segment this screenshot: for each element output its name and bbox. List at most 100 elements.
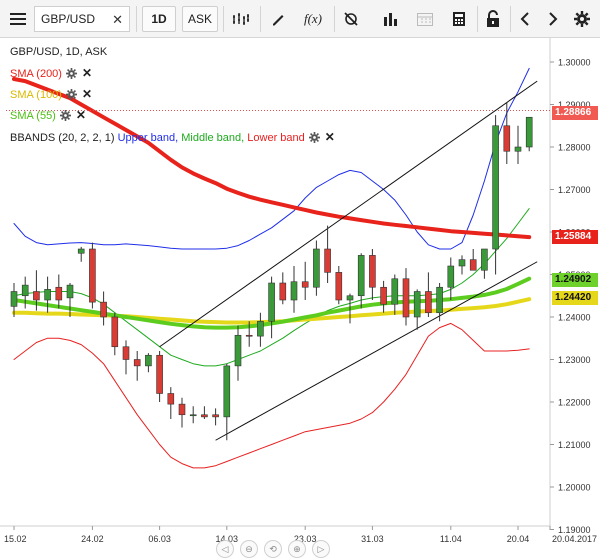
candle-body <box>33 291 40 301</box>
sma100-remove-icon[interactable]: ✕ <box>81 87 93 101</box>
date-tick-label: 24.02 <box>81 534 104 544</box>
lower-trend-line <box>215 261 538 441</box>
candle-body <box>346 295 354 301</box>
legend-instrument: GBP/USD, 1D, ASK <box>10 46 108 58</box>
price-tick-label: 1.23000 <box>558 355 591 365</box>
date-tick-label: 23.03 <box>294 534 317 544</box>
candle-body <box>122 346 130 360</box>
calendar-icon[interactable] <box>412 6 438 32</box>
date-tick-label: 14.03 <box>216 534 239 544</box>
sma200-remove-icon[interactable]: ✕ <box>81 66 93 80</box>
sma100-label: SMA (100) <box>10 89 62 101</box>
sma55-price-tag: 1.24902 <box>552 273 598 287</box>
price-chart[interactable]: 1.300001.290001.280001.270001.260001.250… <box>0 38 600 551</box>
chevron-left-icon[interactable] <box>514 6 536 32</box>
candle-body <box>257 320 264 337</box>
candle-body <box>458 259 466 267</box>
candle-body <box>514 146 522 152</box>
last-price-tag: 1.28866 <box>552 106 598 120</box>
sma55-remove-icon[interactable]: ✕ <box>75 108 86 122</box>
candle-body <box>66 284 74 299</box>
upper-trend-line <box>159 80 538 348</box>
candle-body <box>133 359 141 367</box>
candle-body <box>380 286 387 305</box>
lock-icon[interactable] <box>481 6 505 32</box>
price-tick-label: 1.29000 <box>558 100 591 110</box>
pencil-icon[interactable] <box>265 6 291 32</box>
sma100-price-tag: 1.24420 <box>552 291 598 305</box>
bbands-lower-label: Lower band <box>247 132 305 144</box>
candle-body <box>234 334 242 367</box>
candle-body <box>290 281 298 301</box>
studies-icon[interactable] <box>228 6 254 32</box>
candle-body <box>223 365 231 418</box>
price-tick-label: 1.28000 <box>558 143 591 153</box>
candle-body <box>44 289 51 301</box>
candle-body <box>357 255 365 297</box>
reset-icon[interactable]: ⟲ <box>264 540 282 558</box>
sma55-settings-icon[interactable] <box>59 110 71 121</box>
bb-lower-line <box>13 322 530 469</box>
calculator-icon[interactable] <box>446 6 472 32</box>
toolbar-divider <box>260 6 261 32</box>
bbands-remove-icon[interactable]: ✕ <box>324 130 335 144</box>
bbands-settings-icon[interactable] <box>308 132 320 143</box>
price-tick-label: 1.22000 <box>558 398 591 408</box>
candle-body <box>436 286 443 314</box>
sma200-settings-icon[interactable] <box>65 68 77 79</box>
zoom-out-icon[interactable]: ⊖ <box>240 540 258 558</box>
candle-body <box>503 125 511 152</box>
price-tick-label: 1.30000 <box>558 58 591 68</box>
gear-icon[interactable] <box>570 6 594 32</box>
legend-sma200: SMA (200) ✕ <box>10 66 92 81</box>
candle-body <box>201 414 208 418</box>
candle-body <box>391 278 399 305</box>
candle-body <box>469 259 477 271</box>
toolbar-divider <box>223 6 224 32</box>
symbol-input[interactable]: GBP/USD ✕ <box>34 6 130 32</box>
timeframe-button[interactable]: 1D <box>142 6 176 32</box>
sma200-label: SMA (200) <box>10 68 62 80</box>
candle-body <box>212 414 219 418</box>
zoom-in-icon[interactable]: ⊕ <box>288 540 306 558</box>
bar-chart-icon[interactable] <box>378 6 404 32</box>
candle-body <box>492 125 499 250</box>
price-type-button[interactable]: ASK <box>182 6 218 32</box>
sma100-settings-icon[interactable] <box>65 89 77 100</box>
candle-body <box>402 278 410 318</box>
sma200-price-tag: 1.25884 <box>552 230 598 244</box>
bb-middle-line <box>13 208 530 367</box>
candle-body <box>189 414 197 417</box>
date-tick-label: 06.03 <box>148 534 171 544</box>
eye-slash-icon[interactable] <box>338 6 364 32</box>
candle-body <box>77 248 85 254</box>
sma55-label: SMA (55) <box>10 110 56 122</box>
candle-body <box>111 316 119 348</box>
candle-body <box>279 282 287 301</box>
toolbar-divider <box>510 6 511 32</box>
legend-sma100: SMA (100) ✕ <box>10 87 92 102</box>
chart-area[interactable]: 1.300001.290001.280001.270001.260001.250… <box>0 38 600 558</box>
bbands-middle-label: Middle band, <box>181 132 245 144</box>
price-tick-label: 1.20000 <box>558 483 591 493</box>
date-tick-label: 31.03 <box>361 534 384 544</box>
menu-icon[interactable] <box>6 6 30 32</box>
clear-symbol-icon[interactable]: ✕ <box>112 12 123 27</box>
candle-body <box>145 354 152 367</box>
function-button[interactable]: f(x) <box>303 11 323 26</box>
candle-body <box>21 284 29 297</box>
candle-body <box>425 291 432 314</box>
chevron-right-icon[interactable]: ▷ <box>312 540 330 558</box>
candle-body <box>100 301 107 318</box>
chevron-left-icon[interactable]: ◁ <box>216 540 234 558</box>
candle-body <box>55 286 63 301</box>
chevron-right-icon[interactable] <box>542 6 564 32</box>
candle-body <box>268 282 275 322</box>
price-tick-label: 1.21000 <box>558 440 591 450</box>
candle-body <box>301 281 309 288</box>
bbands-label: BBANDS (20, 2, 2, 1) <box>10 132 115 144</box>
candle-body <box>481 248 488 271</box>
candle-body <box>525 116 533 148</box>
candle-body <box>335 272 343 301</box>
price-tick-label: 1.24000 <box>558 313 591 323</box>
